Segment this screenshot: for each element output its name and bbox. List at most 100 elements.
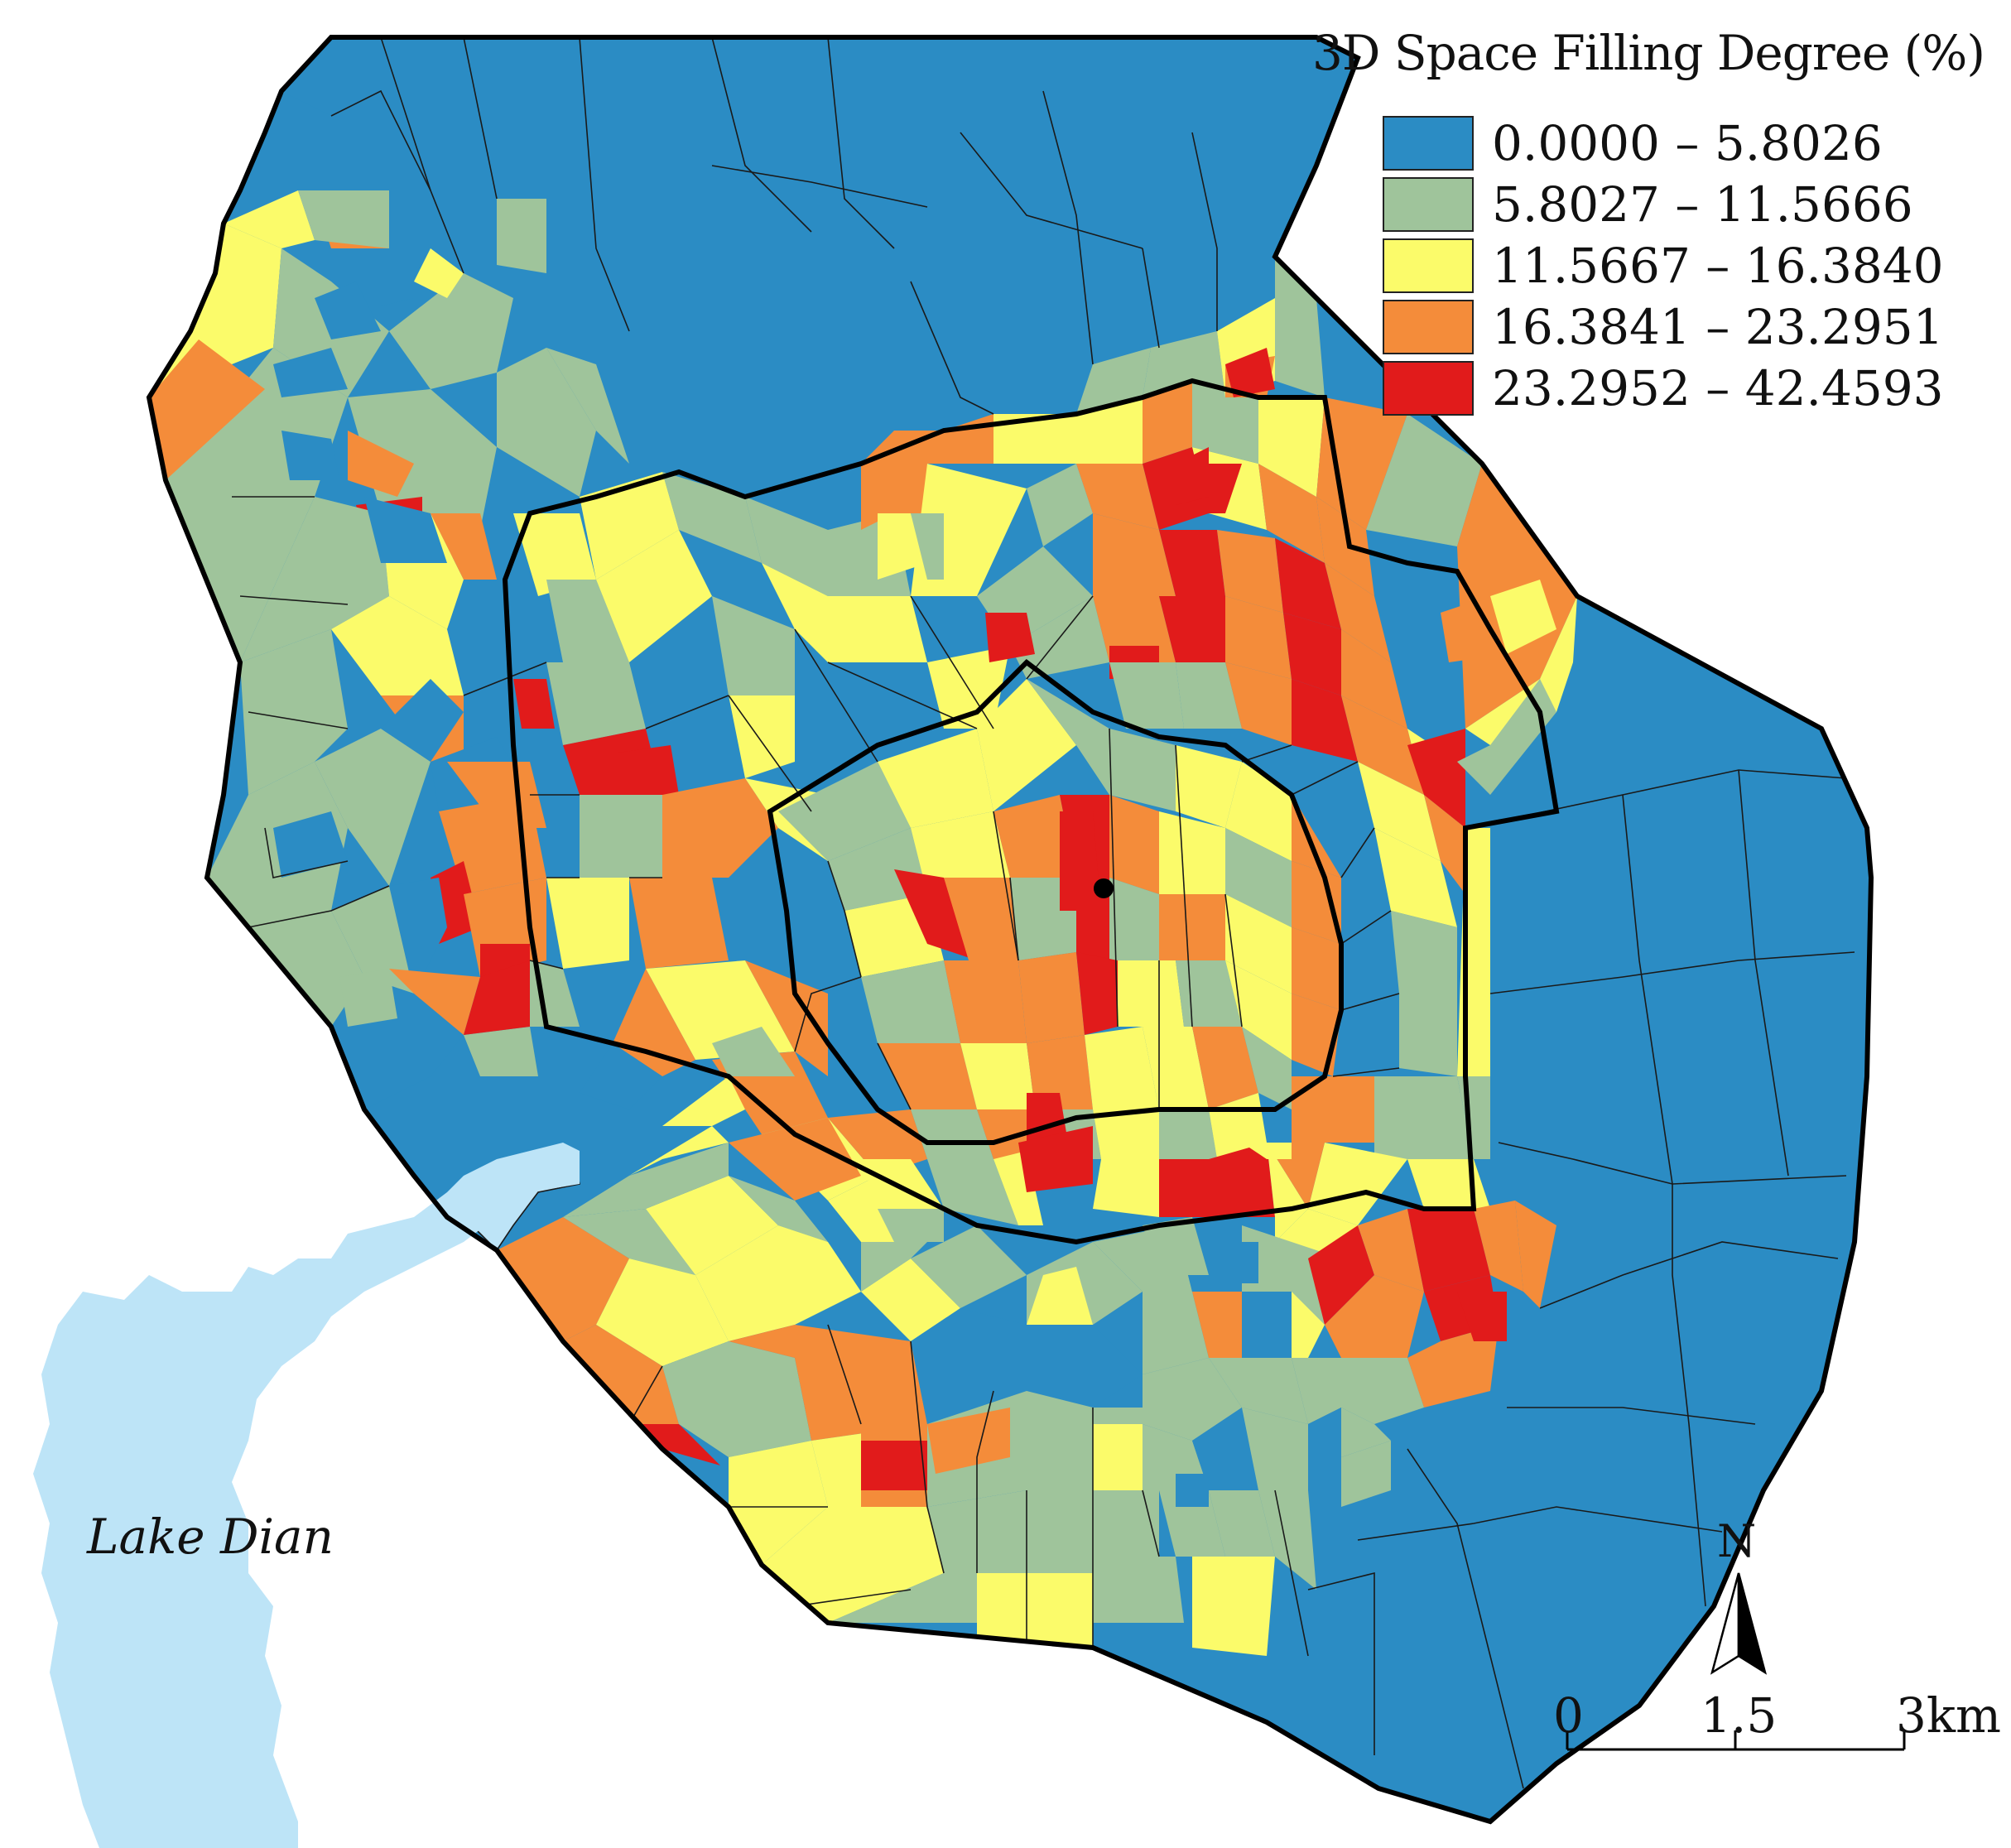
district-block: [729, 1325, 927, 1441]
district-block: [1457, 679, 1556, 795]
district-block: [1027, 1267, 1093, 1325]
district-block: [985, 613, 1035, 662]
district-block: [927, 1408, 1010, 1474]
district-block: [911, 811, 1010, 894]
district-block: [1093, 1490, 1159, 1557]
district-block: [1225, 662, 1292, 745]
district-block: [1192, 1292, 1242, 1358]
district-block: [1292, 1358, 1341, 1424]
district-block: [1374, 1076, 1474, 1159]
district-block: [729, 695, 795, 778]
district-block: [828, 828, 927, 911]
district-block: [861, 1242, 927, 1292]
district-block: [1399, 994, 1457, 1076]
district-block: [1027, 1325, 1143, 1408]
north-arrow-icon: [1710, 1572, 1768, 1675]
district-block: [414, 248, 464, 298]
district-block: [1242, 1408, 1308, 1490]
district-block: [513, 513, 596, 596]
lake-dian: [33, 1143, 580, 1848]
district-block: [1374, 828, 1457, 927]
district-block: [977, 1573, 1027, 1648]
district-block: [778, 762, 911, 861]
district-block: [1441, 596, 1507, 662]
district-block: [1159, 1109, 1217, 1159]
legend-title: 3D Space Filling Degree (%): [1312, 25, 1985, 81]
district-block: [613, 745, 679, 803]
district-block: [729, 1118, 861, 1201]
district-block: [1093, 1408, 1143, 1490]
district-block: [1027, 1573, 1093, 1648]
district-block: [993, 414, 1076, 464]
district-block: [878, 729, 993, 828]
district-block: [911, 1308, 1027, 1424]
district-block: [1225, 348, 1275, 397]
district-block: [1258, 464, 1325, 563]
district-block: [331, 596, 464, 695]
district-block: [944, 878, 1018, 960]
district-block: [281, 37, 381, 116]
district-block: [1292, 679, 1358, 762]
district-block: [1027, 1391, 1093, 1490]
district-block: [563, 1325, 679, 1424]
district-block: [546, 662, 646, 745]
district-block: [662, 1341, 811, 1457]
district-block: [149, 224, 281, 397]
district-block: [513, 679, 555, 729]
district-block: [1209, 1490, 1275, 1557]
scale-bar: [1566, 1730, 1906, 1751]
district-block: [273, 811, 348, 878]
district-block: [1267, 1143, 1308, 1242]
district-block: [1018, 1126, 1093, 1192]
district-block: [1143, 1358, 1242, 1441]
district-block: [1341, 695, 1424, 795]
district-block: [1217, 1242, 1258, 1283]
district-block: [546, 878, 629, 969]
legend-label: 0.0000 – 5.8026: [1492, 115, 1883, 171]
ring-road-outer: [502, 378, 1560, 1245]
district-block: [1118, 960, 1184, 1027]
district-block: [563, 1143, 729, 1217]
district-block: [1275, 538, 1341, 629]
district-block: [1407, 1209, 1490, 1292]
district-block: [1242, 1143, 1292, 1159]
district-block: [1159, 596, 1225, 662]
district-block: [497, 1217, 629, 1341]
district-block: [1242, 1292, 1292, 1358]
district-block: [1143, 381, 1192, 464]
district-block: [1325, 563, 1391, 662]
district-block: [1143, 331, 1225, 397]
district-block: [1358, 1209, 1424, 1292]
district-block: [546, 348, 629, 464]
district-block: [1076, 348, 1151, 414]
district-block: [596, 530, 712, 662]
district-block: [580, 1043, 662, 1109]
district-block: [729, 1441, 828, 1565]
district-block: [1292, 927, 1341, 1010]
city-center-marker: [1094, 878, 1114, 898]
district-block: [1176, 1474, 1209, 1507]
lake-label: Lake Dian: [87, 1509, 334, 1565]
district-block: [273, 348, 348, 397]
district-block: [1292, 795, 1341, 878]
district-block: [431, 513, 497, 580]
district-block: [1176, 662, 1242, 729]
district-block: [1391, 911, 1457, 994]
district-block: [1176, 447, 1209, 505]
district-block: [1192, 1557, 1275, 1656]
district-block: [911, 1109, 993, 1159]
legend-label: 16.3841 – 23.2951: [1492, 299, 1944, 355]
district-block: [596, 1258, 729, 1366]
legend-label: 23.2952 – 42.4593: [1492, 360, 1944, 416]
legend-label: 11.5667 – 16.3840: [1492, 238, 1944, 294]
district-block: [1027, 1035, 1093, 1109]
district-block: [629, 1126, 729, 1176]
district-block: [389, 878, 447, 994]
district-block: [1275, 1209, 1358, 1275]
district-block: [1109, 662, 1184, 729]
district-block: [546, 580, 629, 662]
district-block: [348, 431, 414, 497]
legend-swatch: [1383, 300, 1474, 354]
district-block: [960, 1043, 1035, 1109]
